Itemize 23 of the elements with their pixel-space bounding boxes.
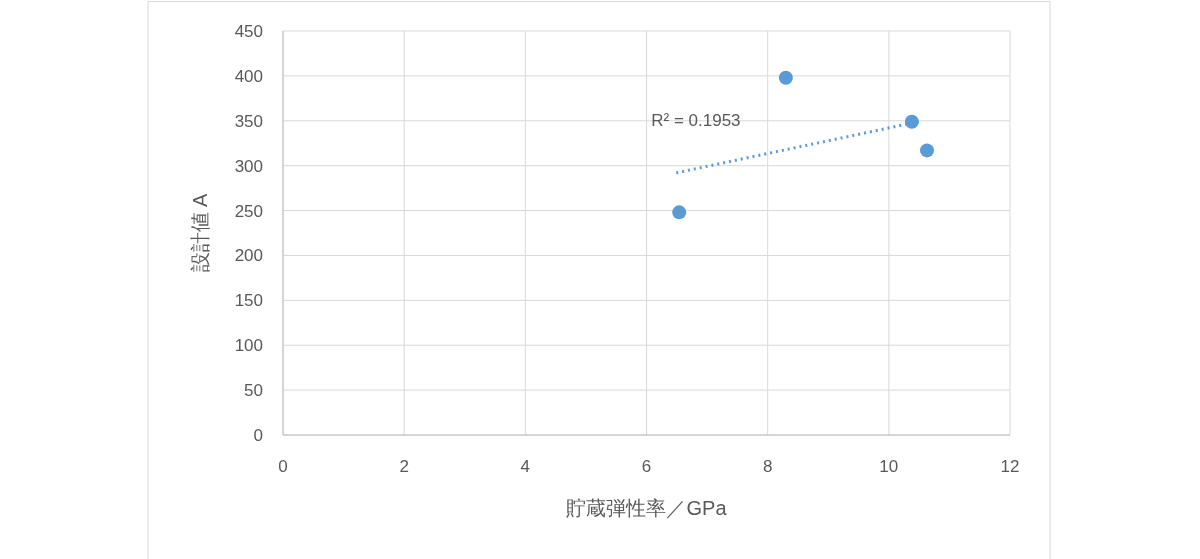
y-tick-label: 0 (253, 426, 263, 445)
x-tick-label: 4 (520, 457, 531, 476)
x-tick-label: 6 (641, 457, 652, 476)
y-tick-label: 350 (234, 111, 263, 131)
x-tick-label: 10 (879, 457, 899, 476)
y-tick-label: 300 (234, 156, 263, 176)
y-tick-label: 400 (234, 66, 263, 86)
point (920, 143, 934, 158)
x-tick-label: 12 (1000, 457, 1020, 476)
x-tick-label: 2 (399, 457, 409, 476)
y-tick-label: 150 (234, 291, 263, 311)
y-tick-label: 450 (234, 22, 263, 41)
y-tick-label: 250 (234, 201, 263, 221)
y-tick-label: 50 (244, 381, 263, 401)
x-tick-label: 8 (762, 457, 773, 476)
y-axis-title: 設計値 A (189, 192, 211, 273)
point (672, 205, 687, 220)
x-axis-title: 貯蔵弾性率／GPa (566, 497, 728, 519)
y-tick-label: 200 (234, 246, 263, 266)
y-tick-label: 100 (234, 336, 263, 356)
annotation: R² = 0.1953 (651, 110, 741, 130)
point (778, 70, 793, 85)
x-tick-label: 0 (278, 457, 288, 476)
